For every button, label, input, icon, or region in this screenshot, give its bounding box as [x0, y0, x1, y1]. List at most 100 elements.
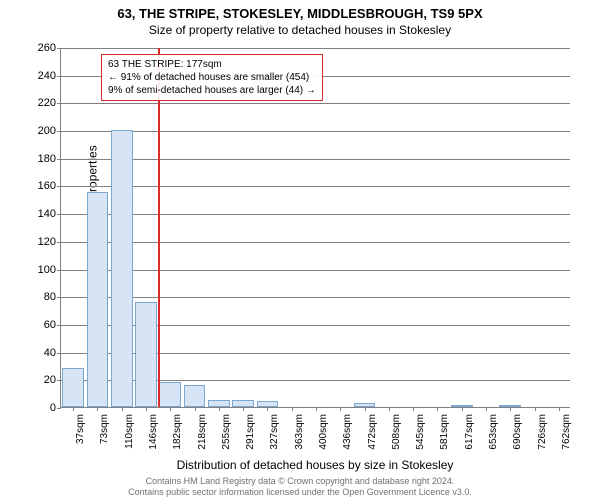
bar — [111, 130, 133, 407]
ytick-mark — [57, 131, 61, 132]
footer: Contains HM Land Registry data © Crown c… — [0, 476, 600, 498]
ytick-mark — [57, 214, 61, 215]
annotation-line3: 9% of semi-detached houses are larger (4… — [108, 84, 316, 97]
xtick-mark — [219, 407, 220, 411]
footer-line1: Contains HM Land Registry data © Crown c… — [0, 476, 600, 487]
xtick-mark — [437, 407, 438, 411]
xtick-label: 363sqm — [294, 414, 305, 464]
plot-region: 63 THE STRIPE: 177sqm ← 91% of detached … — [60, 48, 570, 408]
ytick-mark — [57, 186, 61, 187]
xtick-mark — [146, 407, 147, 411]
xtick-mark — [462, 407, 463, 411]
annotation-line1: 63 THE STRIPE: 177sqm — [108, 58, 316, 71]
gridline — [61, 214, 570, 215]
ytick-label: 200 — [16, 125, 56, 137]
xtick-label: 218sqm — [197, 414, 208, 464]
bar — [87, 192, 109, 407]
bar — [232, 400, 254, 407]
ytick-mark — [57, 297, 61, 298]
xtick-label: 400sqm — [318, 414, 329, 464]
ytick-mark — [57, 48, 61, 49]
ytick-label: 20 — [16, 374, 56, 386]
title-sub: Size of property relative to detached ho… — [0, 23, 600, 37]
bar — [62, 368, 84, 407]
xtick-mark — [316, 407, 317, 411]
xtick-mark — [340, 407, 341, 411]
gridline — [61, 186, 570, 187]
footer-line2: Contains public sector information licen… — [0, 487, 600, 498]
ytick-label: 160 — [16, 180, 56, 192]
ytick-label: 120 — [16, 236, 56, 248]
bar — [184, 385, 206, 407]
ytick-label: 100 — [16, 264, 56, 276]
xtick-mark — [195, 407, 196, 411]
xtick-mark — [97, 407, 98, 411]
gridline — [61, 242, 570, 243]
xtick-label: 182sqm — [172, 414, 183, 464]
ytick-label: 180 — [16, 153, 56, 165]
gridline — [61, 159, 570, 160]
xtick-label: 255sqm — [221, 414, 232, 464]
xtick-label: 110sqm — [124, 414, 135, 464]
xtick-label: 73sqm — [99, 414, 110, 464]
xtick-mark — [292, 407, 293, 411]
ytick-mark — [57, 242, 61, 243]
annotation-line2: ← 91% of detached houses are smaller (45… — [108, 71, 316, 84]
xtick-label: 545sqm — [415, 414, 426, 464]
ytick-mark — [57, 325, 61, 326]
xtick-mark — [535, 407, 536, 411]
xtick-label: 617sqm — [464, 414, 475, 464]
ytick-mark — [57, 76, 61, 77]
xtick-mark — [510, 407, 511, 411]
gridline — [61, 48, 570, 49]
bar — [159, 382, 181, 407]
ytick-mark — [57, 159, 61, 160]
xtick-mark — [170, 407, 171, 411]
ytick-label: 220 — [16, 97, 56, 109]
xtick-label: 291sqm — [245, 414, 256, 464]
xtick-mark — [413, 407, 414, 411]
ytick-label: 140 — [16, 208, 56, 220]
ytick-mark — [57, 270, 61, 271]
xtick-label: 653sqm — [488, 414, 499, 464]
xtick-label: 726sqm — [537, 414, 548, 464]
ytick-mark — [57, 103, 61, 104]
chart-area: Number of detached properties 63 THE STR… — [60, 48, 570, 408]
bar — [208, 400, 230, 407]
xtick-mark — [73, 407, 74, 411]
bar — [135, 302, 157, 407]
xtick-mark — [267, 407, 268, 411]
xtick-mark — [559, 407, 560, 411]
gridline — [61, 297, 570, 298]
xtick-mark — [243, 407, 244, 411]
ytick-label: 0 — [16, 402, 56, 414]
ytick-mark — [57, 408, 61, 409]
xtick-label: 508sqm — [391, 414, 402, 464]
reference-line — [158, 48, 160, 407]
xtick-label: 436sqm — [342, 414, 353, 464]
ytick-mark — [57, 353, 61, 354]
gridline — [61, 103, 570, 104]
xtick-label: 146sqm — [148, 414, 159, 464]
xtick-mark — [122, 407, 123, 411]
ytick-mark — [57, 380, 61, 381]
annotation-box: 63 THE STRIPE: 177sqm ← 91% of detached … — [101, 54, 323, 101]
ytick-label: 40 — [16, 347, 56, 359]
xtick-label: 472sqm — [367, 414, 378, 464]
xtick-label: 37sqm — [75, 414, 86, 464]
xtick-label: 690sqm — [512, 414, 523, 464]
xtick-mark — [365, 407, 366, 411]
ytick-label: 80 — [16, 291, 56, 303]
gridline — [61, 270, 570, 271]
xtick-label: 327sqm — [269, 414, 280, 464]
xtick-mark — [389, 407, 390, 411]
xtick-label: 581sqm — [439, 414, 450, 464]
gridline — [61, 131, 570, 132]
ytick-label: 60 — [16, 319, 56, 331]
ytick-label: 260 — [16, 42, 56, 54]
chart-container: 63, THE STRIPE, STOKESLEY, MIDDLESBROUGH… — [0, 0, 600, 500]
title-main: 63, THE STRIPE, STOKESLEY, MIDDLESBROUGH… — [0, 0, 600, 21]
ytick-label: 240 — [16, 70, 56, 82]
xtick-mark — [486, 407, 487, 411]
xtick-label: 762sqm — [561, 414, 572, 464]
